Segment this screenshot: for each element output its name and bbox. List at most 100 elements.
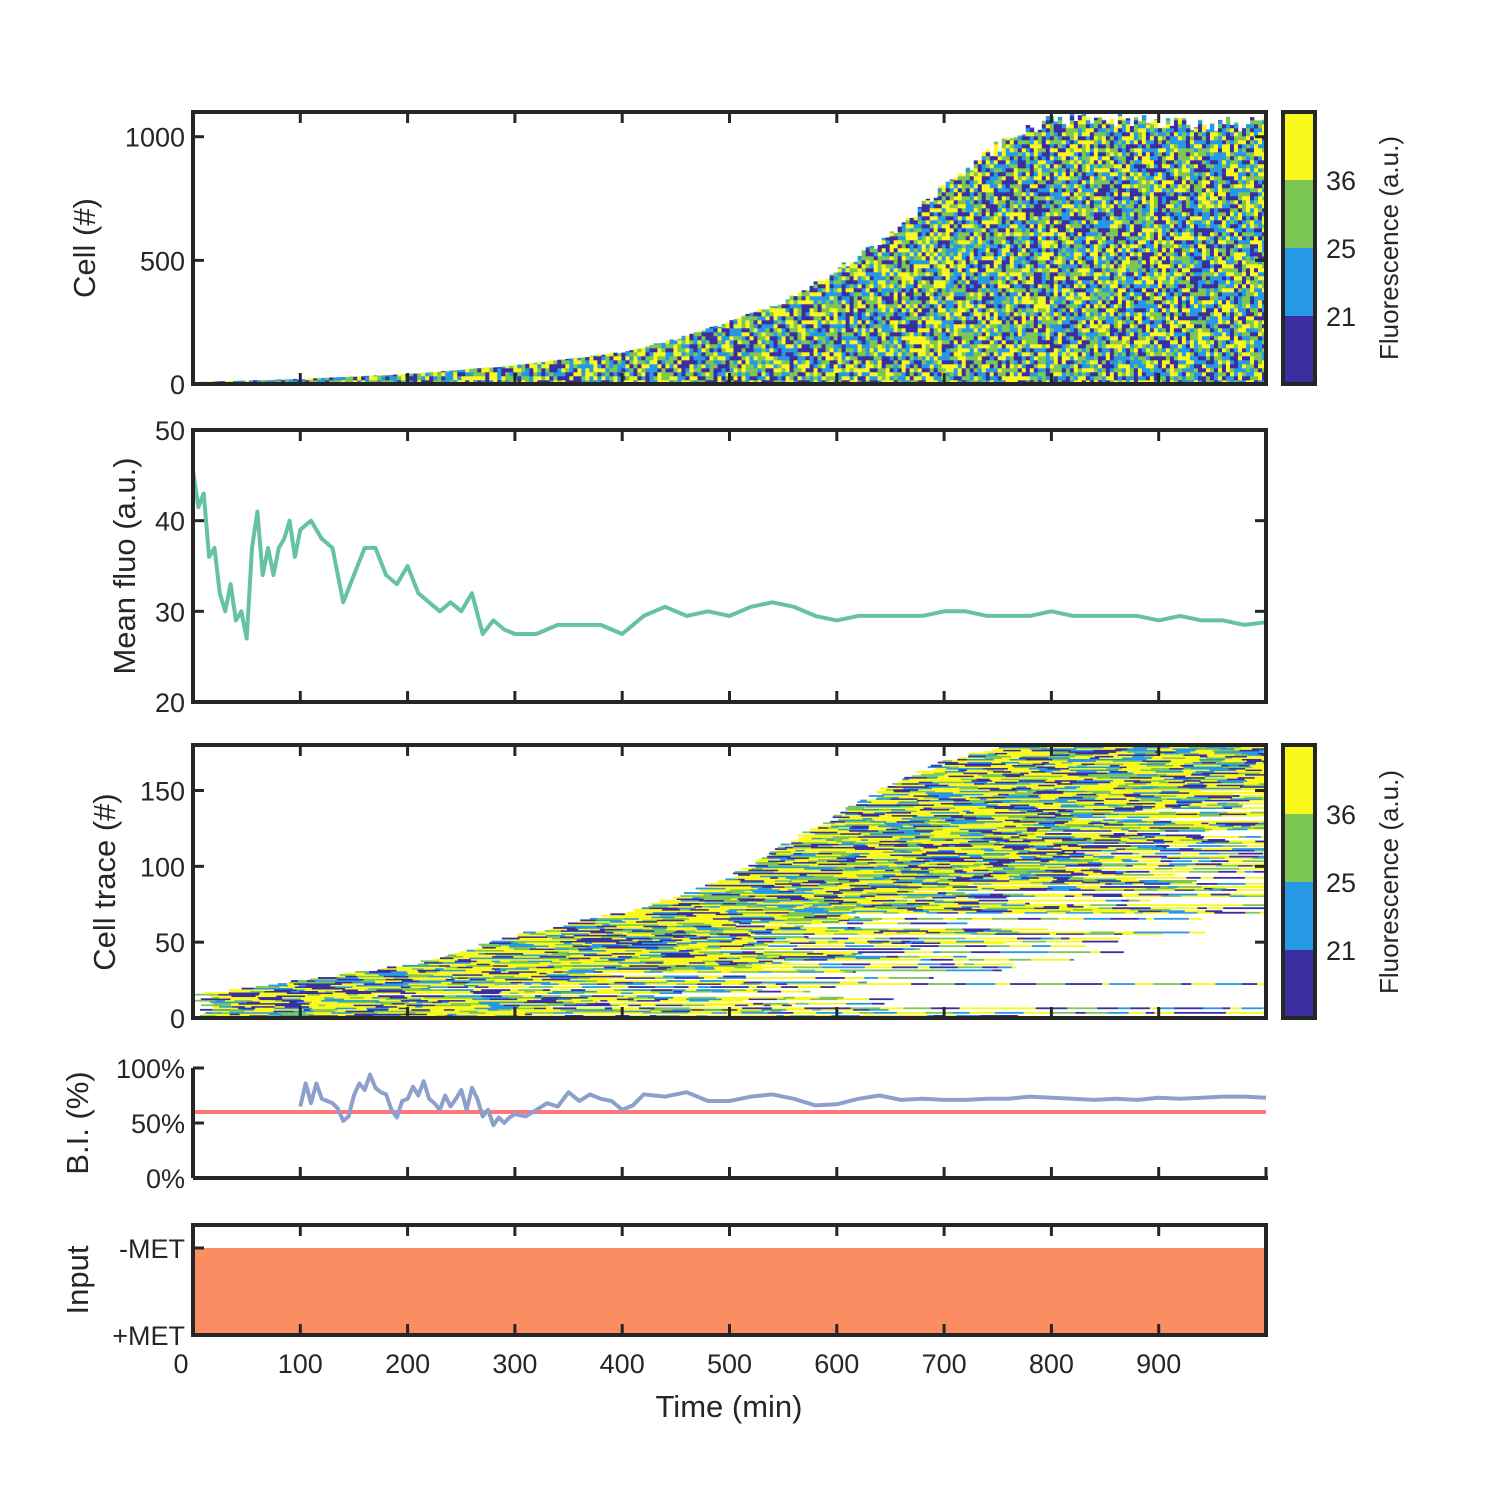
heatmap-cell	[493, 376, 498, 381]
heatmap-cell	[1021, 312, 1027, 317]
heatmap-cell	[897, 344, 903, 349]
heatmap-cell	[1057, 348, 1063, 353]
heatmap-cell	[1105, 304, 1111, 309]
heatmap-cell	[1085, 360, 1091, 365]
heatmap-cell	[949, 208, 955, 213]
heatmap-cell	[541, 361, 546, 365]
heatmap-cell	[585, 360, 590, 365]
heatmap-cell	[633, 360, 638, 365]
heatmap-cell	[753, 320, 758, 325]
heatmap-cell	[957, 368, 963, 373]
heatmap-cell	[937, 196, 943, 201]
heatmap-cell	[1033, 240, 1039, 245]
heatmap-cell	[953, 360, 959, 365]
heatmap-cell	[637, 372, 642, 377]
heatmap-cell	[793, 332, 798, 337]
heatmap-cell	[961, 360, 967, 365]
heatmap-cell	[1093, 152, 1099, 157]
heatmap-cell	[989, 296, 995, 301]
heatmap-cell	[1085, 284, 1091, 289]
heatmap-cell	[773, 344, 778, 349]
heatmap-cell	[1033, 284, 1039, 289]
heatmap-cell	[1073, 196, 1079, 201]
heatmap-cell	[733, 320, 738, 325]
heatmap-cell	[1021, 356, 1027, 361]
heatmap-cell	[1109, 156, 1115, 161]
heatmap-cell	[733, 318, 738, 321]
heatmap-cell	[953, 180, 959, 185]
heatmap-cell	[949, 260, 955, 265]
heatmap-cell	[801, 348, 806, 353]
heatmap-cell	[937, 192, 943, 197]
heatmap-cell	[981, 348, 987, 353]
heatmap-cell	[705, 352, 710, 357]
heatmap-cell	[1101, 152, 1107, 157]
heatmap-cell	[1089, 328, 1095, 333]
heatmap-cell	[813, 320, 818, 325]
heatmap-cell	[981, 300, 987, 305]
heatmap-cell	[973, 180, 979, 185]
heatmap-cell	[1029, 136, 1035, 141]
heatmap-cell	[1041, 208, 1047, 213]
heatmap-cell	[885, 312, 891, 317]
heatmap-cell	[797, 300, 802, 305]
heatmap-cell	[937, 364, 943, 369]
heatmap-cell	[1065, 368, 1071, 373]
heatmap-cell	[1017, 280, 1023, 285]
heatmap-cell	[457, 376, 462, 381]
heatmap-cell	[1021, 204, 1027, 209]
heatmap-cell	[989, 332, 995, 337]
heatmap-cell	[893, 256, 899, 261]
heatmap-cell	[1041, 156, 1047, 161]
heatmap-cell	[1053, 280, 1059, 285]
heatmap-cell	[953, 356, 959, 361]
heatmap-cell	[1025, 212, 1031, 217]
heatmap-cell	[1005, 324, 1011, 329]
heatmap-cell	[1113, 372, 1119, 377]
heatmap-cell	[1013, 264, 1019, 269]
heatmap-cell	[573, 360, 578, 365]
heatmap-cell	[845, 320, 851, 325]
heatmap-cell	[681, 344, 686, 349]
heatmap-cell	[837, 280, 842, 285]
heatmap-cell	[869, 260, 875, 265]
heatmap-cell	[953, 348, 959, 353]
heatmap-cell	[1005, 292, 1011, 297]
heatmap-cell	[953, 352, 959, 357]
heatmap-cell	[429, 372, 434, 377]
heatmap-cell	[797, 344, 802, 349]
heatmap-cell	[745, 376, 750, 381]
heatmap-cell	[729, 336, 734, 341]
heatmap-cell	[1061, 200, 1067, 205]
heatmap-cell	[709, 364, 714, 369]
heatmap-cell	[949, 180, 955, 185]
heatmap-cell	[785, 308, 790, 313]
heatmap-cell	[1001, 332, 1007, 337]
heatmap-cell	[1013, 284, 1019, 289]
heatmap-cell	[997, 292, 1003, 297]
heatmap-cell	[669, 352, 674, 357]
heatmap-cell	[941, 256, 947, 261]
heatmap-cell	[941, 352, 947, 357]
heatmap-cell	[917, 220, 923, 225]
heatmap-cell	[645, 348, 650, 353]
heatmap-cell	[701, 330, 706, 333]
heatmap-cell	[1069, 336, 1075, 341]
heatmap-cell	[385, 376, 390, 381]
heatmap-cell	[677, 356, 682, 361]
heatmap-cell	[869, 364, 875, 369]
heatmap-cell	[973, 312, 979, 317]
heatmap-cell	[829, 376, 834, 381]
heatmap-cell	[1045, 152, 1051, 157]
heatmap-cell	[769, 328, 774, 333]
heatmap-cell	[1089, 320, 1095, 325]
heatmap-cell	[761, 324, 766, 329]
heatmap-cell	[1025, 240, 1031, 245]
heatmap-cell	[1017, 308, 1023, 313]
heatmap-cell	[1049, 352, 1055, 357]
heatmap-cell	[1017, 312, 1023, 317]
heatmap-cell	[1069, 132, 1075, 137]
heatmap-cell	[1041, 268, 1047, 273]
heatmap-cell	[961, 220, 967, 225]
heatmap-cell	[1041, 160, 1047, 165]
